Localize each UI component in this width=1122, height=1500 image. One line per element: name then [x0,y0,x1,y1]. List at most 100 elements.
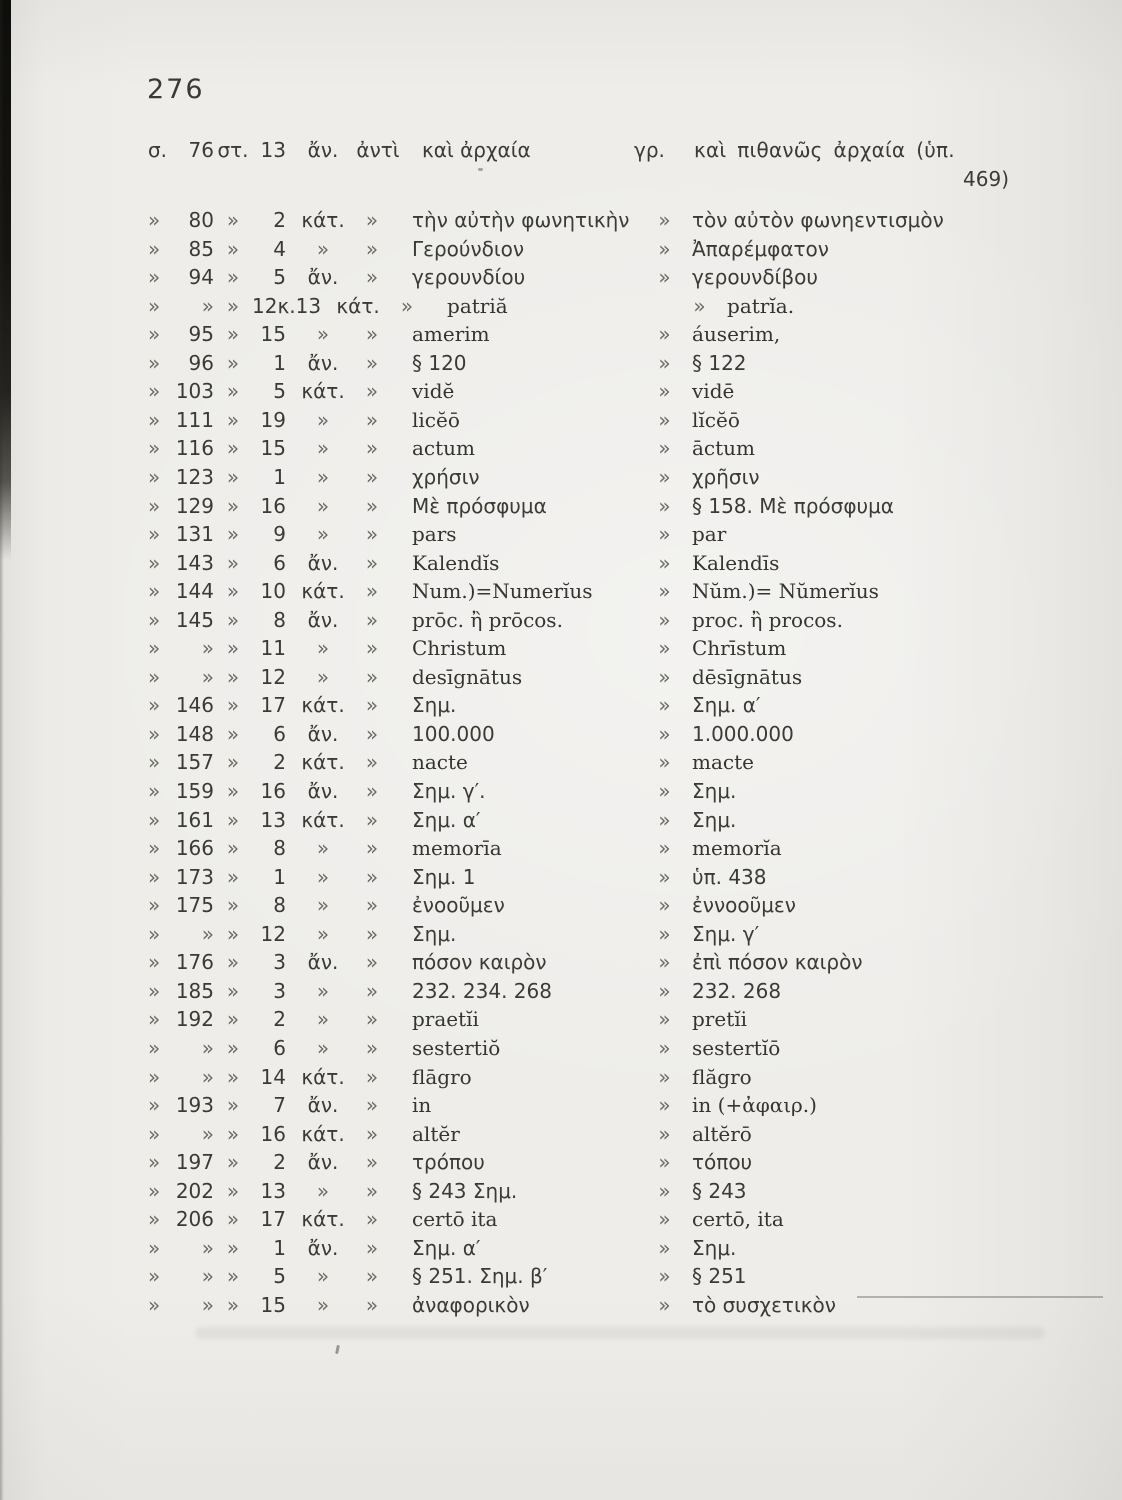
cell-original: Num.)=Numerĭus [412,579,593,604]
cell-position: κάτ. [301,208,345,233]
header-line-abbr: στ. [217,138,249,162]
cell-original: memorīa [412,836,502,861]
ditto-marker: » [148,350,161,375]
ditto-marker: » [148,836,161,861]
cell-correction: dēsīgnātus [692,664,803,689]
cell-page: 129 [175,493,214,518]
ditto-marker: » [658,379,671,404]
correction-row: » 85 » 4 » » Γερούνδιον » Ἀπαρέμφατον [148,237,1028,266]
ditto-marker: » [658,807,671,832]
ditto-marker: » [658,950,671,975]
cell-page: 157 [175,750,214,775]
correction-row: » 175 » 8 » » ἐνοοῦμεν » ἐννοοῦμεν [148,893,1028,922]
ditto-marker: » [226,921,240,946]
cell-page: 85 [188,236,214,261]
ditto-marker: » [148,579,161,604]
cell-line: 19 [260,407,286,432]
ditto-marker: » [658,836,671,861]
bleed-through-rule [857,1296,1103,1298]
cell-line: 2 [273,1150,286,1175]
ditto-marker: » [226,1207,240,1232]
cell-line: 8 [273,893,286,918]
correction-row: » 173 » 1 » » Σημ. 1 » ὑπ. 438 [148,865,1028,894]
cell-position: ἄν. [307,1150,339,1175]
correction-row: » 206 » 17 κάτ. » certō ita » certō, ita [148,1207,1028,1236]
ditto-marker: » [365,721,379,746]
cell-position: » [316,1292,330,1317]
correction-row: » 103 » 5 κάτ. » vidĕ » vidē [148,379,1028,408]
cell-position: κάτ. [301,1064,345,1089]
ditto-marker: » [226,1235,240,1260]
header-correction-continuation: 469) [963,166,1009,191]
cell-line: 8 [273,607,286,632]
ditto-marker: » [226,607,240,632]
ditto-marker: » [658,1207,671,1232]
ditto-marker: » [226,807,240,832]
correction-row: » » » 12κ.13 κάτ. » patriă » patrĭa. [148,294,1028,323]
ditto-marker: » [148,978,161,1003]
correction-row: » 176 » 3 ἄν. » πόσον καιρὸν » ἐπὶ πόσον καιρὸν [148,950,1028,979]
ditto-marker: » [148,379,161,404]
ditto-marker: » [148,807,161,832]
ditto-marker: » [226,664,240,689]
correction-row: » 116 » 15 » » actum » āctum [148,436,1028,465]
ditto-marker: » [365,978,379,1003]
cell-line: 16 [260,1121,286,1146]
ditto-marker: » [365,607,379,632]
cell-correction: § 251 [692,1264,747,1289]
cell-original: γερουνδίου [412,265,526,290]
cell-page: 116 [175,436,214,461]
ditto-marker: » [365,1207,379,1232]
cell-original: actum [412,436,476,461]
ditto-marker: » [658,493,671,518]
cell-original: sestertiŏ [412,1035,501,1060]
cell-page: » [201,1035,214,1060]
cell-position: ἄν. [307,607,339,632]
ditto-marker: » [658,779,671,804]
ditto-marker: » [365,750,379,775]
cell-page: » [201,664,214,689]
correction-row: » 197 » 2 ἄν. » τρόπου » τόπου [148,1150,1028,1179]
ditto-marker: » [148,1121,161,1146]
header-correction-text: καὶ πιθανῶς ἀρχαία (ὑπ. [694,138,955,162]
cell-original: desīgnātus [412,664,523,689]
ditto-marker: » [148,607,161,632]
ditto-marker: » [148,1264,161,1289]
ditto-marker: » [658,579,671,604]
ditto-marker: » [226,550,240,575]
correction-row: » » » 12 » » desīgnātus » dēsīgnātus [148,665,1028,694]
correction-row: » 166 » 8 » » memorīa » memorĭa [148,836,1028,865]
header-position: ἄν. [307,138,339,162]
ditto-marker: » [226,236,240,261]
cell-original: § 251. Σημ. β′ [412,1264,548,1289]
cell-line: 1 [273,465,286,490]
ditto-marker: » [365,1178,379,1203]
cell-correction: τὸν αὐτὸν φωνηεντισμὸν [692,208,944,233]
cell-position: » [316,921,330,946]
ditto-marker: » [148,236,161,261]
ditto-marker: » [148,208,161,233]
ditto-marker: » [365,779,379,804]
correction-row: » 123 » 1 » » χρήσιν » χρῆσιν [148,465,1028,494]
cell-correction: altĕrō [692,1121,752,1146]
cell-page: 176 [175,950,214,975]
cell-position: κάτ. [301,693,345,718]
header-page-abbr: σ. [148,138,168,162]
cell-correction: γερουνδίβου [692,265,818,290]
ditto-marker: » [148,921,161,946]
cell-original: Σημ. 1 [412,864,476,889]
ditto-marker: » [226,1093,240,1118]
cell-line: 9 [273,522,286,547]
ditto-marker: » [658,522,671,547]
cell-line: 11 [260,636,286,661]
ditto-marker: » [226,379,240,404]
cell-position: κάτ. [301,579,345,604]
cell-correction: ἐπὶ πόσον καιρὸν [692,950,863,975]
cell-correction: ὑπ. 438 [692,864,767,889]
ditto-marker: » [365,265,379,290]
ditto-marker: » [365,350,379,375]
ditto-marker: » [365,436,379,461]
correction-row: » » » 15 » » ἀναφορικὸν » τὸ συσχετικὸν [148,1293,1028,1322]
correction-row: » 148 » 6 ἄν. » 100.000 » 1.000.000 [148,722,1028,751]
ditto-marker: » [226,522,240,547]
